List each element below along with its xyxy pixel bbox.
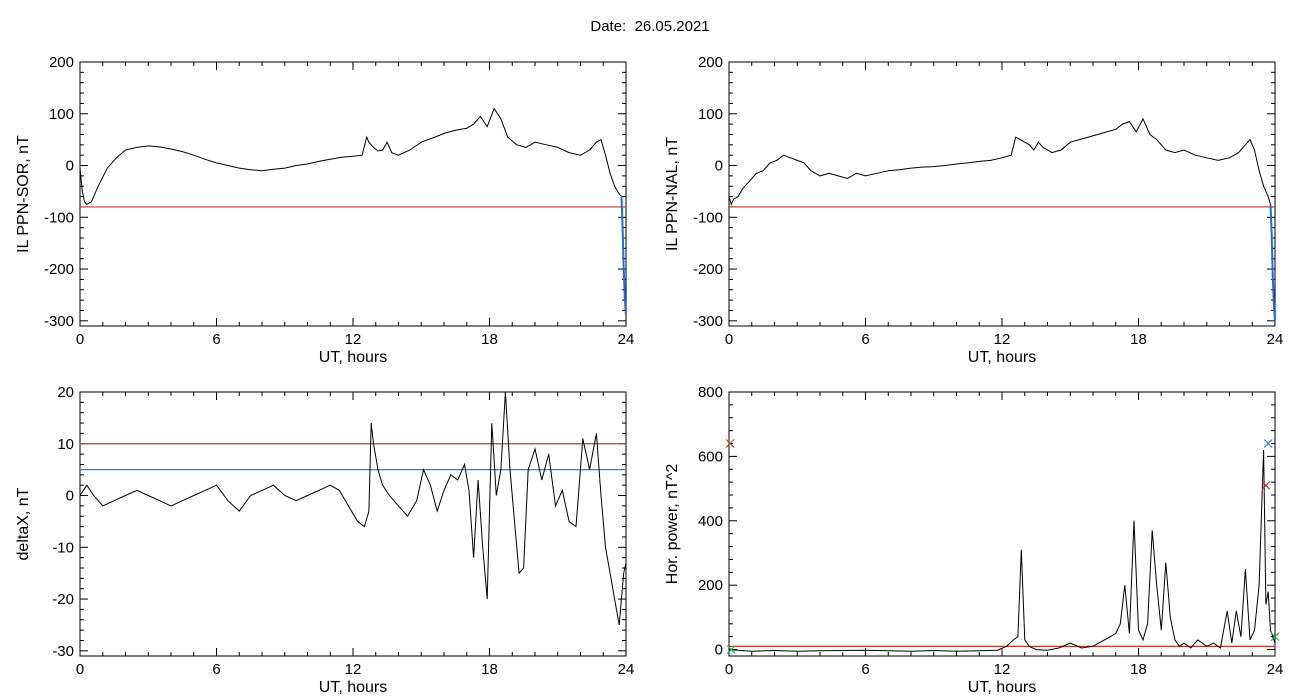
y-tick-label: -300 — [44, 313, 74, 330]
extreme-series-line — [620, 196, 626, 316]
y-tick-label: 0 — [715, 158, 723, 175]
y-tick-label: 0 — [66, 488, 74, 505]
panel-p4: 0 200 400 600 800 0 6 12 18 24 UT, hours Hor. power… — [664, 384, 1283, 696]
plot-area — [80, 107, 626, 316]
y-tick-label: 400 — [698, 513, 723, 530]
marker-red — [1261, 480, 1271, 490]
panel-p1: -300 -200 -100 0 100 200 0 6 12 18 24 UT, hours IL P… — [15, 54, 634, 366]
y-tick-label: -100 — [693, 209, 723, 226]
x-tick-label: 18 — [481, 331, 498, 348]
x-tick-label: 18 — [1130, 331, 1147, 348]
plot-area — [80, 392, 626, 625]
x-tick-label: 0 — [76, 331, 84, 348]
y-tick-label: 0 — [66, 158, 74, 175]
x-axis-label: UT, hours — [968, 349, 1036, 366]
y-tick-label: -30 — [52, 643, 74, 660]
y-tick-label: 20 — [57, 384, 74, 401]
x-tick-label: 0 — [76, 661, 84, 678]
panel-p3: -30 -20 -10 0 10 20 0 6 12 18 24 UT, hours deltaX, n… — [15, 384, 634, 696]
x-tick-label: 6 — [861, 331, 869, 348]
y-tick-label: 600 — [698, 448, 723, 465]
plot-frame — [79, 391, 627, 657]
plot-frame — [728, 391, 1276, 657]
y-axis-label: IL PPN-SOR, nT — [15, 135, 32, 253]
y-tick-label: 800 — [698, 384, 723, 401]
x-tick-label: 0 — [725, 661, 733, 678]
x-axis-label: UT, hours — [968, 679, 1036, 696]
y-tick-label: 100 — [49, 106, 74, 123]
x-tick-label: 12 — [345, 661, 362, 678]
x-tick-label: 12 — [994, 661, 1011, 678]
y-tick-label: 10 — [57, 436, 74, 453]
y-tick-label: 200 — [698, 54, 723, 71]
extreme-series-line — [1269, 204, 1275, 321]
y-tick-label: 200 — [49, 54, 74, 71]
y-tick-label: 0 — [715, 642, 723, 659]
x-axis-label: UT, hours — [319, 349, 387, 366]
marker-green — [726, 645, 736, 654]
x-tick-label: 24 — [1267, 661, 1284, 678]
y-tick-label: -300 — [693, 313, 723, 330]
x-tick-label: 12 — [345, 331, 362, 348]
series-line — [80, 392, 626, 625]
plot-frame — [79, 61, 627, 327]
date-label: Date: — [590, 18, 627, 35]
plot-frame — [728, 61, 1276, 327]
y-tick-label: -100 — [44, 209, 74, 226]
panel-p2: -300 -200 -100 0 100 200 0 6 12 18 24 UT, hours IL P… — [664, 54, 1283, 366]
x-tick-label: 24 — [618, 661, 635, 678]
y-tick-label: 100 — [698, 106, 723, 123]
y-axis-label: deltaX, nT — [15, 487, 32, 560]
series-line — [80, 107, 622, 206]
series-line — [729, 117, 1271, 206]
plot-area — [729, 449, 1275, 652]
x-tick-label: 6 — [212, 331, 220, 348]
x-tick-label: 18 — [1130, 661, 1147, 678]
x-tick-label: 6 — [861, 661, 869, 678]
page-title: Date: 26.05.2021 — [0, 18, 1300, 35]
marker-blue — [1263, 439, 1273, 448]
x-tick-label: 12 — [994, 331, 1011, 348]
x-tick-label: 24 — [1267, 331, 1284, 348]
marker-red — [725, 439, 735, 448]
x-axis-label: UT, hours — [319, 679, 387, 696]
y-tick-label: -20 — [52, 591, 74, 608]
y-axis-label: IL PPN-NAL, nT — [664, 137, 681, 251]
y-tick-label: -200 — [44, 261, 74, 278]
x-tick-label: 6 — [212, 661, 220, 678]
x-tick-label: 24 — [618, 331, 635, 348]
date-value: 26.05.2021 — [634, 18, 710, 35]
y-axis-label: Hor. power, nT^2 — [664, 464, 681, 585]
y-tick-label: 200 — [698, 577, 723, 594]
series-line — [729, 449, 1275, 652]
y-tick-label: -200 — [693, 261, 723, 278]
marker-green — [1270, 632, 1280, 642]
plot-area — [729, 117, 1275, 321]
x-tick-label: 0 — [725, 331, 733, 348]
y-tick-label: -10 — [52, 539, 74, 556]
x-tick-label: 18 — [481, 661, 498, 678]
